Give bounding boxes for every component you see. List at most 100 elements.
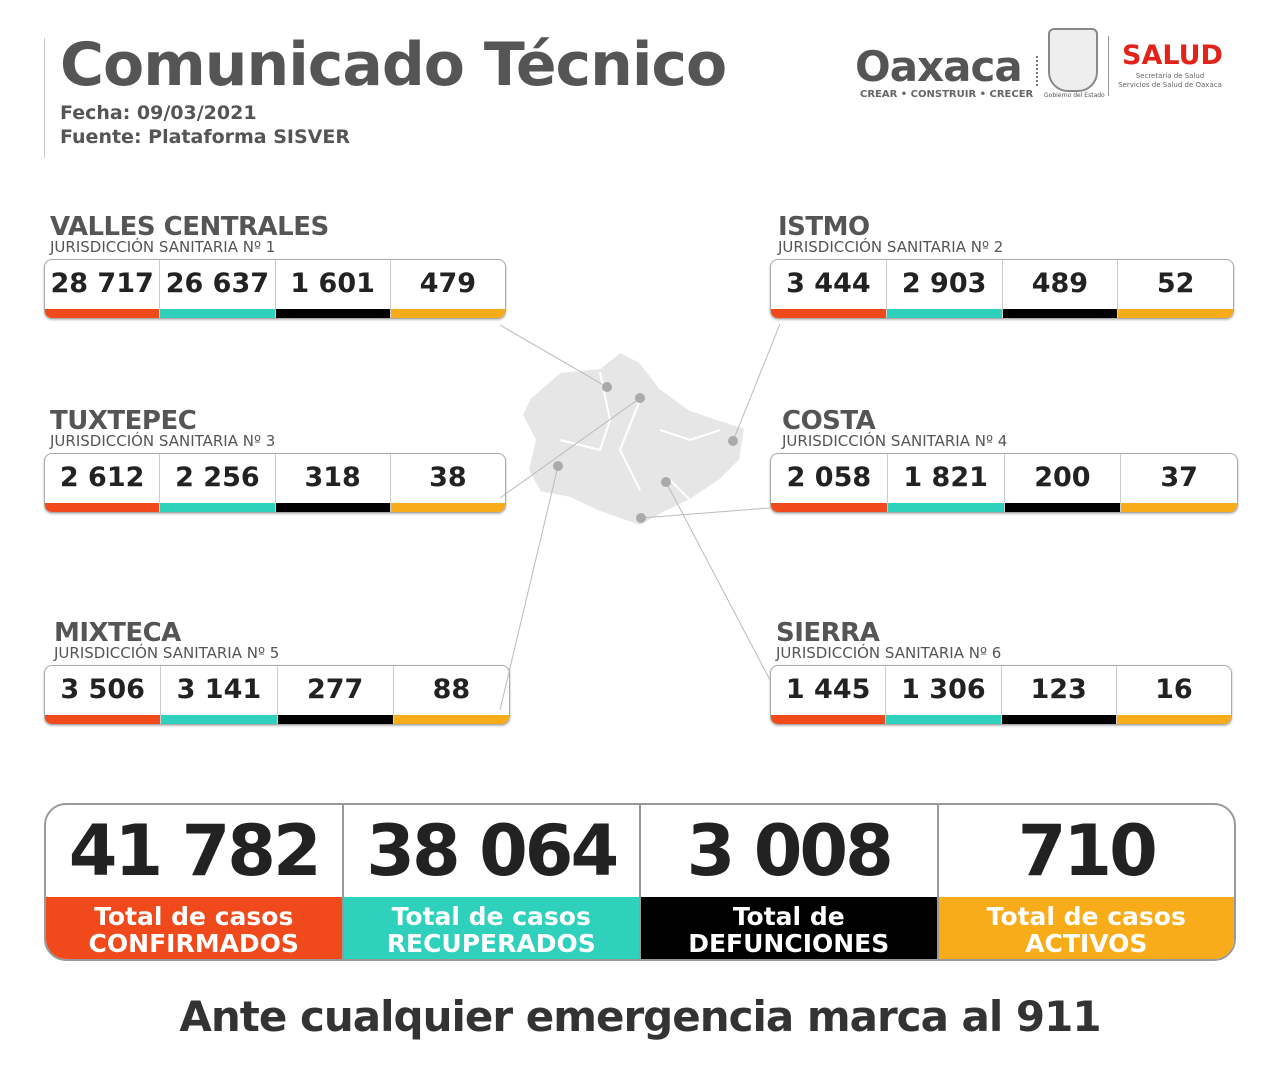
region-jurisdiction: JURISDICCIÓN SANITARIA Nº 6 [776, 644, 1002, 662]
stat-value: 88 [432, 674, 471, 705]
region-name: TUXTEPEC [50, 406, 197, 436]
region-jurisdiction: JURISDICCIÓN SANITARIA Nº 3 [50, 432, 276, 450]
bar-activos [1116, 715, 1231, 724]
stat-value: 28 717 [50, 268, 154, 299]
stat-value: 123 [1030, 674, 1087, 705]
total-label: Total de casos CONFIRMADOS [46, 897, 342, 959]
stat-value: 318 [304, 462, 361, 493]
divider [44, 38, 45, 158]
stat-value: 1 821 [903, 462, 988, 493]
stat-confirmados: 3 506 [45, 666, 162, 724]
stat-value: 2 612 [59, 462, 145, 493]
salud-logo: SALUD [1122, 40, 1223, 71]
stat-value: 277 [306, 674, 364, 705]
region-stats: 3 506 3 141 277 88 [44, 665, 510, 725]
bar-recuperados [887, 503, 1004, 512]
stat-value: 38 [429, 462, 467, 493]
total-value: 38 064 [366, 810, 619, 892]
stat-activos: 37 [1121, 454, 1237, 512]
stat-defunciones: 200 [1004, 454, 1122, 512]
stat-recuperados: 3 141 [161, 666, 278, 724]
region-name: MIXTECA [54, 618, 181, 648]
region-name: COSTA [782, 406, 876, 436]
total-value: 3 008 [686, 810, 894, 892]
stat-value: 2 903 [901, 268, 987, 299]
stat-value: 3 141 [176, 674, 262, 705]
region-istmo: ISTMO JURISDICCIÓN SANITARIA Nº 2 3 444 2… [770, 212, 1234, 319]
stat-value: 1 445 [785, 674, 871, 705]
total-label: Total de casos ACTIVOS [938, 897, 1234, 959]
bar-confirmados [771, 715, 886, 724]
total-activos: 710 Total de casos ACTIVOS [938, 805, 1234, 959]
bar-defunciones [277, 715, 393, 724]
region-stats: 2 058 1 821 200 37 [770, 453, 1238, 513]
bar-activos [1118, 309, 1233, 318]
region-stats: 3 444 2 903 489 52 [770, 259, 1234, 319]
divider [1108, 36, 1109, 96]
total-value: 710 [1017, 810, 1158, 892]
stat-value: 1 306 [901, 674, 986, 705]
stat-confirmados: 2 612 [45, 454, 161, 512]
region-stats: 2 612 2 256 318 38 [44, 453, 506, 513]
stat-activos: 16 [1116, 666, 1231, 724]
bar-confirmados [45, 309, 160, 318]
totals-panel: 41 782 Total de casos CONFIRMADOS 38 064 T… [44, 803, 1236, 961]
stat-confirmados: 3 444 [771, 260, 887, 318]
gobierno-caption: Gobierno del Estado [1044, 92, 1105, 99]
total-confirmados: 41 782 Total de casos CONFIRMADOS [46, 805, 344, 959]
bar-defunciones [1002, 309, 1118, 318]
stat-confirmados: 1 445 [771, 666, 887, 724]
stat-activos: 88 [393, 666, 509, 724]
map-markers [553, 382, 738, 523]
region-jurisdiction: JURISDICCIÓN SANITARIA Nº 5 [54, 644, 280, 662]
date: Fecha: 09/03/2021 [60, 102, 257, 124]
stat-value: 489 [1031, 268, 1089, 299]
region-mixteca: MIXTECA JURISDICCIÓN SANITARIA Nº 5 3 50… [44, 618, 510, 725]
stat-value: 2 058 [786, 462, 872, 493]
oaxaca-tagline: CREAR • CONSTRUIR • CRECER [860, 89, 1034, 100]
page-title: Comunicado Técnico [60, 30, 727, 100]
bar-activos [390, 309, 505, 318]
region-jurisdiction: JURISDICCIÓN SANITARIA Nº 4 [782, 432, 1008, 450]
bar-recuperados [160, 309, 275, 318]
stat-recuperados: 2 256 [160, 454, 276, 512]
emergency-footer: Ante cualquier emergencia marca al 911 [179, 992, 1101, 1041]
divider [1036, 56, 1040, 86]
stat-value: 37 [1160, 462, 1198, 493]
region-tuxtepec: TUXTEPEC JURISDICCIÓN SANITARIA Nº 3 2 6… [44, 406, 506, 513]
region-name: ISTMO [778, 212, 870, 242]
bar-confirmados [771, 503, 887, 512]
bar-recuperados [886, 715, 1001, 724]
stat-confirmados: 2 058 [771, 454, 888, 512]
bar-defunciones [275, 309, 390, 318]
stat-value: 479 [419, 268, 477, 299]
region-stats: 28 717 26 637 1 601 479 [44, 259, 506, 319]
region-stats: 1 445 1 306 123 16 [770, 665, 1232, 725]
total-recuperados: 38 064 Total de casos RECUPERADOS [343, 805, 641, 959]
total-value: 41 782 [68, 810, 322, 892]
stat-value: 1 601 [290, 268, 375, 299]
stat-defunciones: 318 [275, 454, 391, 512]
state-seal-icon [1048, 28, 1098, 92]
stat-recuperados: 1 306 [886, 666, 1002, 724]
stat-activos: 52 [1118, 260, 1233, 318]
bar-defunciones [275, 503, 390, 512]
bar-activos [1121, 503, 1237, 512]
bar-defunciones [1004, 503, 1121, 512]
region-jurisdiction: JURISDICCIÓN SANITARIA Nº 1 [50, 238, 276, 256]
stat-defunciones: 489 [1002, 260, 1119, 318]
bar-recuperados [886, 309, 1002, 318]
bar-confirmados [771, 309, 886, 318]
bar-recuperados [161, 715, 277, 724]
region-jurisdiction: JURISDICCIÓN SANITARIA Nº 2 [778, 238, 1004, 256]
region-costa: COSTA JURISDICCIÓN SANITARIA Nº 4 2 058 1… [770, 406, 1238, 513]
stat-value: 26 637 [165, 268, 270, 299]
total-label: Total de DEFUNCIONES [641, 897, 937, 959]
bar-recuperados [160, 503, 275, 512]
stat-value: 2 256 [175, 462, 260, 493]
region-name: SIERRA [776, 618, 880, 648]
stat-recuperados: 1 821 [887, 454, 1005, 512]
region-valles-centrales: VALLES CENTRALES JURISDICCIÓN SANITARIA … [44, 214, 506, 319]
